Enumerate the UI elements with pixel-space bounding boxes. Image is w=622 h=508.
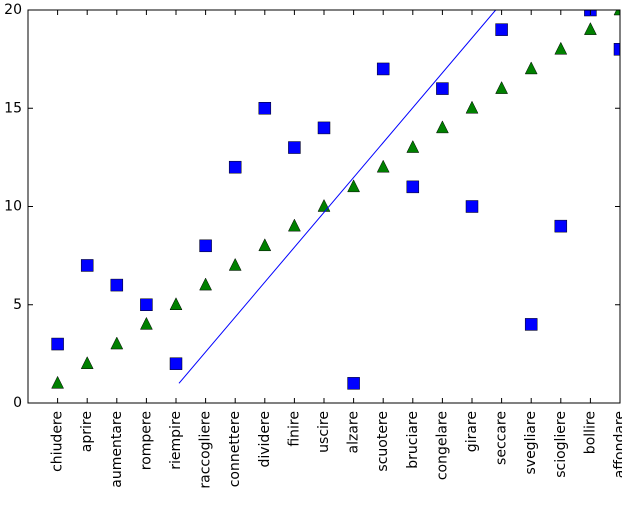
x-tick-label: finire xyxy=(286,411,302,447)
triangle-marker xyxy=(554,41,568,55)
square-marker xyxy=(140,298,153,311)
square-marker xyxy=(495,23,508,36)
x-tick-label: dividere xyxy=(257,411,273,468)
x-tick-label: affondare xyxy=(612,411,622,478)
triangle-marker xyxy=(258,238,272,252)
triangle-marker xyxy=(435,120,449,134)
y-tick-label: 0 xyxy=(13,395,22,411)
x-tick-label: bollire xyxy=(582,411,598,454)
triangle-marker xyxy=(406,139,420,153)
triangle-marker xyxy=(80,356,94,369)
x-tick-label: alzare xyxy=(346,411,362,453)
triangle-marker xyxy=(228,257,242,271)
square-marker xyxy=(406,180,420,194)
square-marker xyxy=(51,337,64,351)
triangle-marker xyxy=(169,297,183,310)
plot-area xyxy=(51,10,620,390)
square-marker xyxy=(258,102,272,115)
triangle-marker xyxy=(495,81,509,94)
y-tick-label: 10 xyxy=(4,199,22,215)
x-tick-label: svegliare xyxy=(523,411,539,475)
square-marker xyxy=(465,200,479,213)
square-marker xyxy=(169,357,183,370)
y-tick-label: 5 xyxy=(13,297,22,313)
triangle-marker xyxy=(199,277,213,291)
fit-line xyxy=(178,10,497,384)
x-tick-label: uscire xyxy=(316,411,332,453)
square-marker xyxy=(110,278,124,292)
triangle-marker xyxy=(613,10,620,16)
y-tick-label: 20 xyxy=(4,2,22,18)
triangle-marker xyxy=(583,22,597,35)
triangle-marker xyxy=(317,198,331,212)
square-marker xyxy=(376,62,390,76)
triangle-marker xyxy=(524,61,538,75)
triangle-marker xyxy=(287,218,301,232)
square-marker xyxy=(288,141,301,154)
triangle-marker xyxy=(465,100,479,114)
square-marker xyxy=(228,160,242,174)
x-tick-label: seccare xyxy=(494,411,510,465)
triangle-marker xyxy=(51,375,65,389)
x-tick-label: bruciare xyxy=(405,411,421,469)
square-marker xyxy=(554,219,568,233)
x-tick-label: girare xyxy=(464,411,480,452)
square-marker xyxy=(347,377,360,390)
x-tick-label: aumentare xyxy=(109,411,125,488)
triangle-marker xyxy=(376,159,390,173)
triangle-marker xyxy=(110,336,124,350)
x-tick-label: scuotere xyxy=(375,411,391,472)
square-marker xyxy=(199,239,212,253)
square-marker xyxy=(436,82,449,95)
x-tick-label: connettere xyxy=(227,411,243,487)
square-marker xyxy=(317,121,331,135)
square-marker xyxy=(613,43,620,56)
square-marker xyxy=(524,318,538,331)
triangle-marker xyxy=(139,316,153,330)
x-tick-label: raccogliere xyxy=(198,411,214,489)
x-tick-label: aprire xyxy=(79,411,95,452)
x-tick-label: riempire xyxy=(168,411,184,470)
y-tick-label: 15 xyxy=(4,100,22,116)
x-tick-label: congelare xyxy=(434,411,450,480)
x-tick-label: chiudere xyxy=(50,411,66,472)
x-tick-label: rompere xyxy=(138,411,154,470)
square-marker xyxy=(80,259,94,272)
triangle-marker xyxy=(347,179,361,193)
x-tick-label: sciogliere xyxy=(553,411,569,478)
